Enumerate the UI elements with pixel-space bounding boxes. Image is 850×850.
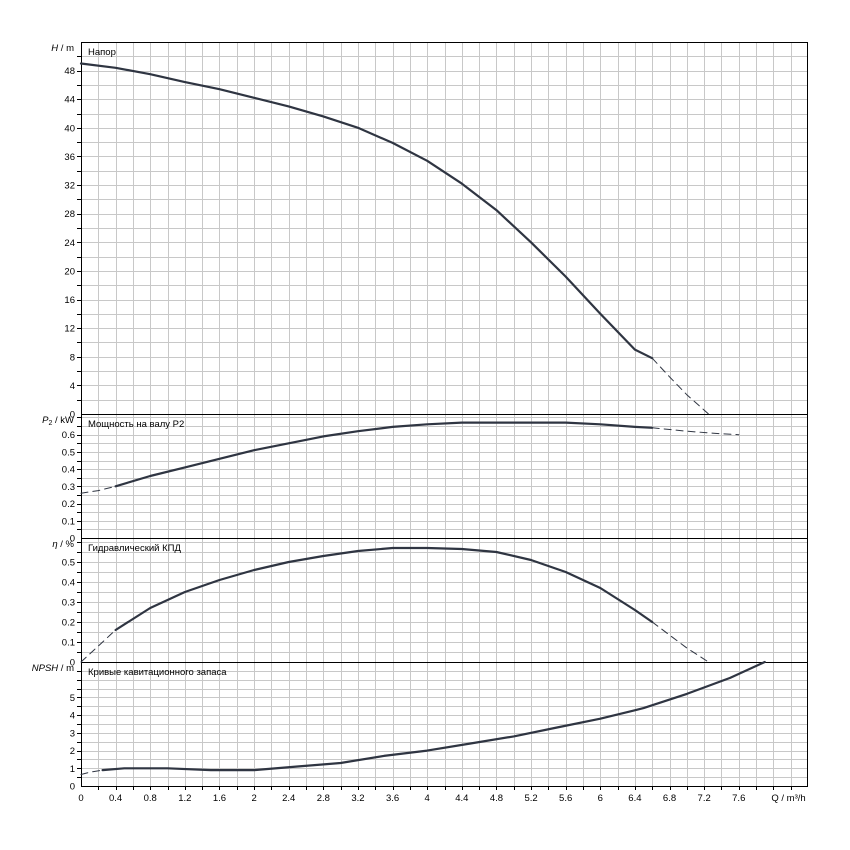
head-y-tick-label: 40 (64, 123, 75, 134)
x-tick-label: 6.8 (663, 793, 676, 804)
efficiency-y-tick-label: 0.4 (62, 578, 75, 589)
efficiency-y-axis-unit: % (66, 539, 75, 550)
power-y-tick-label: 0.4 (62, 465, 75, 476)
x-tick-label: 5.2 (524, 793, 537, 804)
x-tick-label: 6 (598, 793, 603, 804)
power-curve-dashed (651, 427, 740, 436)
frame-layer (77, 42, 808, 790)
efficiency-y-axis-separator: / (58, 539, 66, 550)
npsh-y-tick-label: 2 (70, 746, 75, 757)
efficiency-curve-dashed (80, 629, 117, 663)
head-y-tick-label: 48 (64, 66, 75, 77)
power-panel-title: Мощность на валу P2 (88, 419, 184, 430)
npsh-y-tick-label: 5 (70, 693, 75, 704)
power-y-tick-label: 0.1 (62, 516, 75, 527)
x-tick-label: 3.6 (386, 793, 399, 804)
head-y-axis-separator: / (58, 43, 66, 54)
series-layer (79, 62, 766, 775)
head-y-tick-label: 4 (70, 381, 75, 392)
npsh-panel-title: Кривые кавитационного запаса (88, 667, 227, 678)
head-y-tick-label: 0 (70, 410, 75, 421)
power-y-axis-label: P2 / kW (42, 415, 74, 427)
x-tick-label: 4.8 (490, 793, 503, 804)
head-y-axis-unit: m (66, 43, 74, 54)
x-tick-label: 0 (78, 793, 83, 804)
power-y-tick-label: 0.2 (62, 499, 75, 510)
npsh-y-axis-label: NPSH / m (32, 663, 74, 674)
power-y-axis-subscript: 2 (48, 420, 52, 427)
power-y-axis-variable: P (42, 415, 49, 426)
head-y-tick-label: 32 (64, 181, 75, 192)
efficiency-y-tick-label: 0.3 (62, 598, 75, 609)
x-tick-label: 4 (425, 793, 430, 804)
npsh-panel-frame (81, 662, 808, 787)
power-y-tick-label: 0 (70, 534, 75, 545)
power-y-tick-label: 0.3 (62, 482, 75, 493)
efficiency-y-tick-label: 0.2 (62, 618, 75, 629)
x-tick-label: 5.6 (559, 793, 572, 804)
efficiency-panel-frame (81, 538, 808, 663)
x-tick-label: 7.6 (732, 793, 745, 804)
power-curve-solid (114, 421, 654, 488)
x-tick-label: 2.8 (317, 793, 330, 804)
npsh-y-axis-variable: NPSH (32, 663, 59, 674)
x-tick-label: 4.4 (455, 793, 468, 804)
efficiency-y-tick-label: 0.1 (62, 638, 75, 649)
x-tick-label: 0.8 (144, 793, 157, 804)
x-tick-label: 1.6 (213, 793, 226, 804)
power-y-axis-separator: / (52, 415, 60, 426)
x-tick-label: 6.4 (628, 793, 641, 804)
npsh-y-axis-separator: / (58, 663, 66, 674)
efficiency-curve-solid (114, 546, 654, 632)
head-y-tick-label: 24 (64, 238, 75, 249)
power-curve-dashed (80, 485, 117, 494)
npsh-curve-dashed (80, 769, 104, 775)
power-y-tick-label: 0.5 (62, 447, 75, 458)
power-panel-frame (81, 414, 808, 539)
head-y-tick-label: 12 (64, 324, 75, 335)
head-panel-title: Напор (88, 47, 116, 58)
npsh-y-tick-label: 3 (70, 728, 75, 739)
npsh-y-axis-unit: m (66, 663, 74, 674)
x-tick-label: 1.2 (178, 793, 191, 804)
efficiency-y-tick-label: 0.5 (62, 558, 75, 569)
npsh-y-tick-label: 1 (70, 764, 75, 775)
efficiency-y-tick-label: 0 (70, 658, 75, 669)
head-y-tick-label: 28 (64, 209, 75, 220)
efficiency-y-axis-label: η / % (52, 539, 74, 550)
efficiency-y-axis-variable: η (52, 539, 57, 550)
head-curve-solid (79, 62, 654, 360)
x-tick-label: 7.2 (698, 793, 711, 804)
head-y-tick-label: 20 (64, 266, 75, 277)
efficiency-panel-title: Гидравлический КПД (88, 543, 181, 554)
head-y-axis-label: H / m (51, 43, 74, 54)
head-y-tick-label: 8 (70, 352, 75, 363)
x-tick-label: 3.2 (351, 793, 364, 804)
x-axis-label: Q / m³/h (771, 793, 805, 804)
head-y-tick-label: 44 (64, 95, 75, 106)
npsh-y-tick-label: 4 (70, 711, 75, 722)
power-y-tick-label: 0.6 (62, 430, 75, 441)
head-curve-dashed (651, 357, 709, 415)
x-tick-label: 2 (251, 793, 256, 804)
head-y-tick-label: 16 (64, 295, 75, 306)
head-y-tick-label: 36 (64, 152, 75, 163)
npsh-y-tick-label: 0 (70, 782, 75, 793)
npsh-curve-solid (101, 660, 766, 772)
head-y-axis-variable: H (51, 43, 58, 54)
power-y-axis-unit: kW (60, 415, 74, 426)
x-tick-label: 0.4 (109, 793, 122, 804)
x-tick-label: 2.4 (282, 793, 295, 804)
